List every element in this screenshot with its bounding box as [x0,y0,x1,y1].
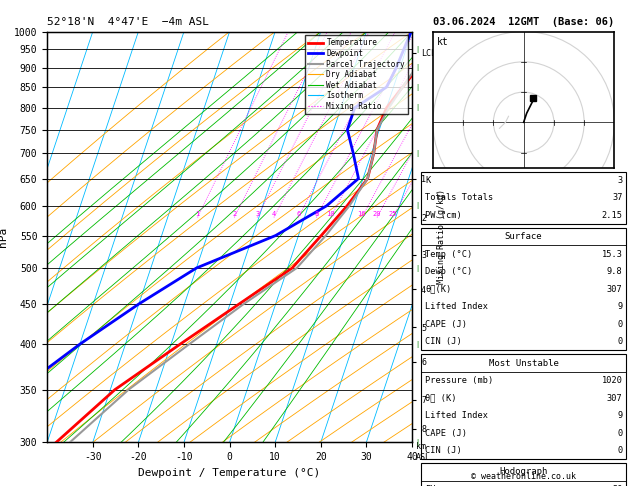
Text: θᴄ (K): θᴄ (K) [425,394,457,402]
Text: |: | [415,264,420,272]
Text: © weatheronline.co.uk: © weatheronline.co.uk [471,472,576,481]
Text: Totals Totals: Totals Totals [425,193,494,202]
Text: CIN (J): CIN (J) [425,446,462,455]
Text: kt: kt [437,37,448,47]
X-axis label: Dewpoint / Temperature (°C): Dewpoint / Temperature (°C) [138,468,321,478]
Text: K: K [425,176,430,185]
Text: CIN (J): CIN (J) [425,337,462,346]
Text: |: | [415,104,420,111]
Text: |: | [415,64,420,71]
Text: 30: 30 [612,485,623,486]
Text: Pressure (mb): Pressure (mb) [425,376,494,385]
Text: 9.8: 9.8 [607,267,623,276]
Text: 15.3: 15.3 [602,250,623,259]
Text: 25: 25 [388,211,397,217]
Text: PW (cm): PW (cm) [425,211,462,220]
Text: 0: 0 [618,320,623,329]
Text: |: | [415,202,420,209]
Text: km
ASL: km ASL [416,442,431,462]
Text: 52°18'N  4°47'E  −4m ASL: 52°18'N 4°47'E −4m ASL [47,17,209,27]
Text: 1020: 1020 [602,376,623,385]
Text: Dewp (°C): Dewp (°C) [425,267,472,276]
Text: 0: 0 [618,429,623,437]
Text: 37: 37 [612,193,623,202]
Text: 1: 1 [196,211,200,217]
Text: |: | [415,46,420,52]
Text: |: | [415,150,420,157]
Text: |: | [415,341,420,347]
Text: 0: 0 [618,446,623,455]
Text: 20: 20 [373,211,381,217]
Text: CAPE (J): CAPE (J) [425,320,467,329]
Text: 0: 0 [618,337,623,346]
Text: 8: 8 [314,211,318,217]
Text: 9: 9 [618,302,623,311]
Text: 307: 307 [607,394,623,402]
Text: 2: 2 [232,211,237,217]
Text: 307: 307 [607,285,623,294]
Text: Lifted Index: Lifted Index [425,302,488,311]
Text: Lifted Index: Lifted Index [425,411,488,420]
Text: 03.06.2024  12GMT  (Base: 06): 03.06.2024 12GMT (Base: 06) [433,17,615,27]
Text: 3: 3 [255,211,259,217]
Text: 3: 3 [618,176,623,185]
Text: 16: 16 [357,211,366,217]
Legend: Temperature, Dewpoint, Parcel Trajectory, Dry Adiabat, Wet Adiabat, Isotherm, Mi: Temperature, Dewpoint, Parcel Trajectory… [305,35,408,114]
Text: EH: EH [425,485,436,486]
Text: 2.15: 2.15 [602,211,623,220]
Text: 6: 6 [296,211,301,217]
Text: 4: 4 [272,211,276,217]
Y-axis label: hPa: hPa [0,227,8,247]
Text: Most Unstable: Most Unstable [489,359,559,367]
Text: Mixing Ratio (g/kg): Mixing Ratio (g/kg) [437,190,446,284]
Text: Temp (°C): Temp (°C) [425,250,472,259]
Text: 10: 10 [326,211,335,217]
Text: Hodograph: Hodograph [499,468,548,476]
Text: Surface: Surface [505,232,542,241]
Text: 9: 9 [618,411,623,420]
Text: θᴄ(K): θᴄ(K) [425,285,452,294]
Text: |: | [415,84,420,90]
Text: CAPE (J): CAPE (J) [425,429,467,437]
Text: |: | [415,439,420,446]
